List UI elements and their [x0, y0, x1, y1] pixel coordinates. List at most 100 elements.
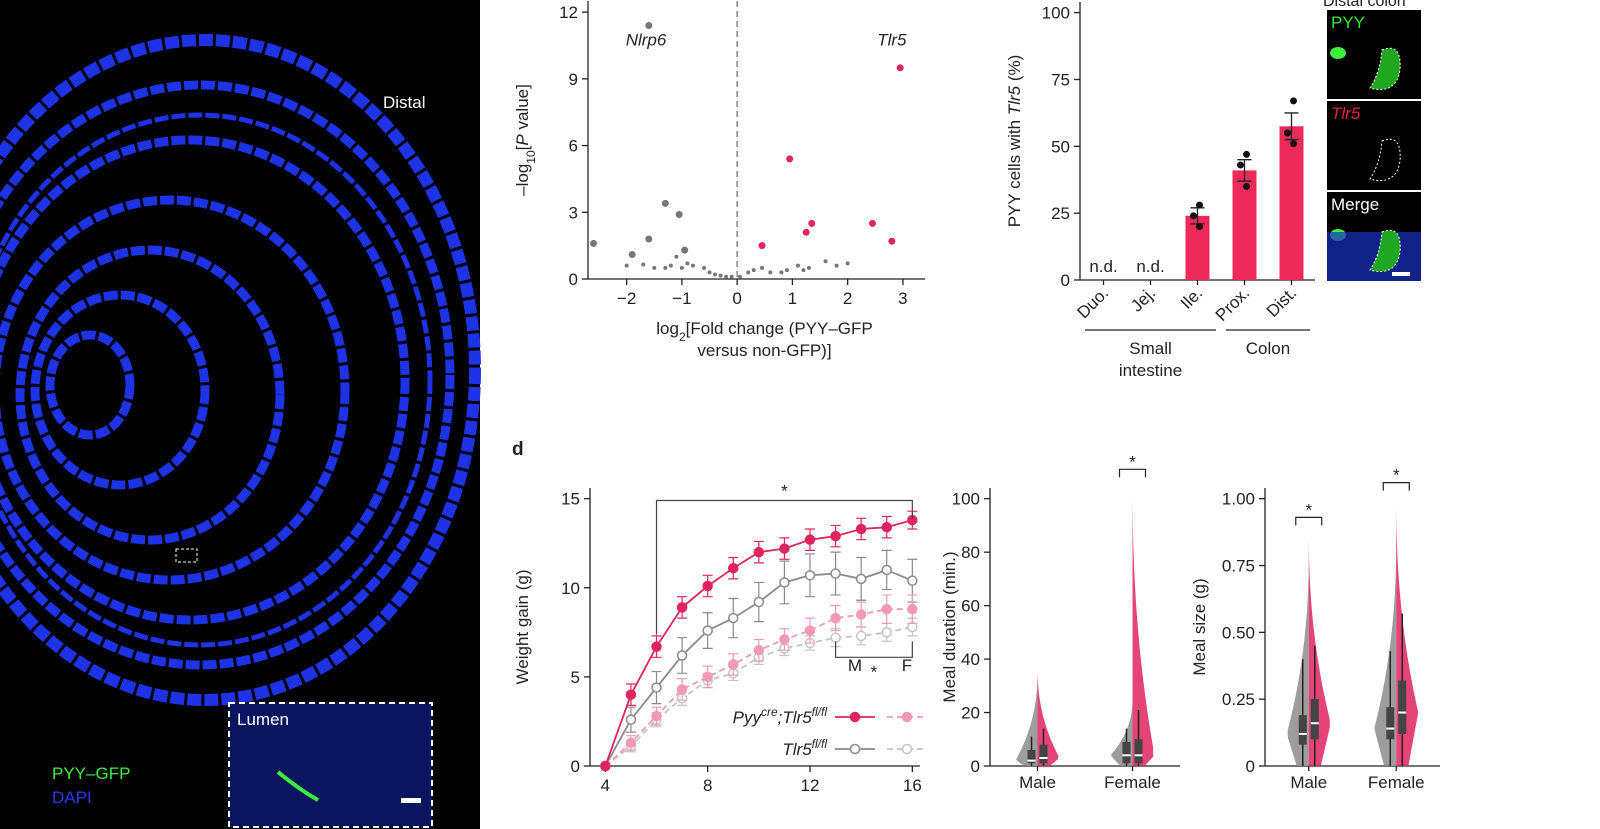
x-tick-label: Prox.	[1212, 283, 1253, 324]
marker	[651, 641, 662, 652]
replicate	[1284, 129, 1291, 137]
value-label: n.d.	[1089, 257, 1117, 276]
text-part: –log	[513, 164, 532, 196]
text-part: ;Tlr5	[778, 708, 813, 727]
marker	[728, 562, 739, 574]
replicate	[1196, 201, 1203, 209]
x-tick-label: 2	[843, 289, 852, 308]
inset-marker	[175, 548, 198, 563]
cell-outline	[1369, 47, 1401, 90]
marker	[625, 689, 637, 700]
box	[1310, 699, 1319, 740]
group-label: intestine	[1119, 361, 1182, 380]
gene-label: Nlrp6	[626, 30, 667, 49]
x-tick-label: 4	[601, 776, 610, 795]
sig-bracket	[1118, 468, 1147, 478]
text-part: value]	[513, 84, 532, 134]
y-axis-label: Meal size (g)	[1190, 578, 1209, 675]
legend-label: Tlr5fl/fl	[782, 737, 827, 759]
x-axis-label-line: log2[Fold change (PYY–GFP	[656, 319, 872, 344]
y-tick-label: 0.50	[1222, 623, 1255, 642]
y-axis-label-line: Meal duration (min.)	[940, 551, 959, 702]
text-part: versus non-GFP)]	[697, 341, 831, 360]
text-part: PYY cells with	[1005, 115, 1024, 227]
point	[707, 270, 712, 275]
marker	[804, 625, 816, 636]
y-tick-label: 0	[569, 270, 578, 289]
point	[724, 274, 729, 279]
point	[834, 263, 839, 268]
text-part: [Fold change (PYY–GFP	[686, 319, 873, 338]
point	[652, 265, 657, 270]
cell-outline	[1369, 229, 1401, 272]
y-tick-label: 5	[571, 668, 580, 687]
replicate	[1190, 212, 1197, 220]
marker	[728, 659, 739, 670]
point	[823, 259, 828, 264]
marker	[830, 612, 841, 624]
y-tick-label: 9	[569, 70, 578, 89]
y-tick-label: 100	[952, 490, 980, 509]
legend-row: Pyycre;Tlr5fl/fl	[733, 705, 828, 727]
group-label: Small	[1129, 339, 1172, 358]
replicate	[1237, 161, 1244, 169]
point	[806, 265, 811, 270]
y-tick-label: 0	[1061, 271, 1070, 290]
x-tick-label: 16	[903, 776, 922, 795]
box	[1298, 715, 1307, 745]
marker	[753, 644, 765, 656]
point	[751, 268, 756, 273]
sig-bracket	[655, 499, 913, 635]
marker	[753, 596, 765, 608]
y-tick-label: 0.75	[1222, 557, 1255, 576]
point	[668, 263, 673, 268]
y-axis-label-line: –log10[P value]	[513, 84, 538, 196]
sig-star: *	[1305, 500, 1312, 519]
y-tick-label: 15	[561, 490, 580, 509]
replicate	[1290, 97, 1297, 105]
marker	[855, 573, 867, 585]
point	[645, 235, 653, 243]
scale-bar	[1392, 272, 1410, 276]
marker	[881, 627, 892, 638]
legend-marker	[849, 711, 861, 723]
x-tick-label: 1	[788, 289, 797, 308]
panel-label: d	[512, 439, 524, 460]
point	[713, 272, 718, 277]
y-axis-label-line: Meal size (g)	[1190, 578, 1209, 675]
bar	[1279, 126, 1304, 280]
legend-label: Pyycre;Tlr5fl/fl	[733, 705, 828, 727]
marker	[804, 570, 816, 581]
tissue-spiral	[0, 34, 481, 706]
y-tick-label: 50	[1051, 137, 1070, 156]
image-label: Distal	[383, 93, 426, 112]
marker	[676, 650, 688, 661]
inset-label: Lumen	[237, 710, 289, 729]
y-tick-label: 75	[1051, 71, 1070, 90]
marker	[779, 543, 790, 554]
x-tick-label: Dist.	[1263, 283, 1300, 320]
y-tick-label: 25	[1051, 204, 1070, 223]
marker	[651, 682, 662, 693]
marker	[804, 534, 816, 545]
sig-bracket	[1382, 482, 1410, 491]
y-tick-label: 20	[961, 704, 980, 723]
marker	[600, 760, 611, 772]
marker	[676, 602, 688, 613]
error-bar	[1237, 159, 1252, 182]
box	[1386, 707, 1395, 740]
point	[845, 261, 850, 266]
y-tick-label: 12	[559, 3, 578, 22]
marker	[855, 523, 867, 535]
x-axis-label-line: versus non-GFP)]	[697, 341, 831, 360]
text-part: Tlr5	[1005, 85, 1024, 115]
y-tick-label: 10	[561, 579, 580, 598]
violin-half	[1132, 485, 1154, 766]
x-tick-label: Female	[1368, 773, 1425, 792]
text-part: 2	[679, 330, 686, 344]
point	[641, 262, 646, 267]
point	[795, 263, 800, 268]
x-tick-label: Jej.	[1127, 283, 1159, 315]
